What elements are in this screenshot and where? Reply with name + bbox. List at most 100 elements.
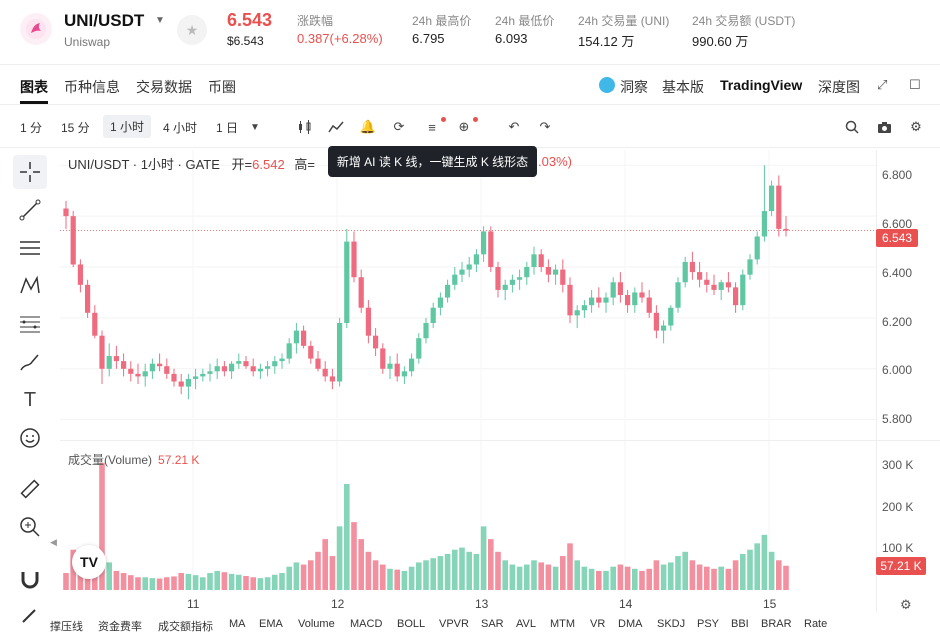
zoom-in-icon[interactable] [13, 510, 47, 544]
volume-bar [214, 570, 220, 590]
tradingview-logo[interactable]: TV [72, 545, 106, 579]
pencil-lock-icon[interactable] [13, 598, 47, 632]
indicator-turnover[interactable]: 成交额指标 [158, 621, 213, 633]
indicator-volume[interactable]: Volume [298, 618, 335, 630]
indicator-support[interactable]: 撑压线 [50, 621, 83, 633]
volume-bar [300, 564, 307, 590]
volume-bar [617, 564, 624, 590]
text-tool-icon[interactable]: T [23, 388, 37, 411]
indicator-vr[interactable]: VR [590, 618, 606, 630]
indicator-sar[interactable]: SAR [481, 618, 504, 630]
search-icon[interactable] [843, 118, 861, 136]
indicator-skdj[interactable]: SKDJ [657, 618, 686, 630]
trendline-icon[interactable] [13, 193, 47, 227]
tab-coin-info[interactable]: 币种信息 [64, 79, 120, 95]
indicator-psy[interactable]: PSY [697, 618, 720, 630]
pair-name[interactable]: UNI/USDT [64, 11, 145, 30]
ruler-icon[interactable] [13, 472, 47, 506]
volume-bar [430, 558, 436, 590]
candle-body [92, 312, 98, 336]
replay-icon[interactable]: ⟳ [393, 119, 405, 134]
tf-1d[interactable]: 1 日 [216, 121, 239, 135]
volume-bar [106, 562, 112, 590]
horizontal-lines-icon[interactable] [13, 231, 47, 265]
settings-gear-icon[interactable]: ⚙ [910, 119, 922, 134]
candlestick-chart[interactable] [60, 150, 876, 590]
volume-bar [401, 570, 408, 590]
indicator-ma[interactable]: MA [229, 618, 246, 630]
pattern-icon[interactable] [13, 269, 47, 303]
window-icon[interactable]: ☐ [909, 77, 921, 92]
candle-type-icon[interactable] [296, 118, 314, 136]
tf-15m[interactable]: 15 分 [61, 121, 90, 135]
camera-icon[interactable] [875, 118, 893, 136]
candle-body [603, 297, 609, 303]
tf-4h[interactable]: 4 小时 [163, 121, 198, 135]
candle-body [157, 363, 163, 367]
alert-icon[interactable]: 🔔 [359, 119, 377, 134]
candle-body [214, 366, 220, 372]
emoji-icon[interactable] [13, 421, 47, 455]
candle-body [646, 297, 652, 313]
candle-body [301, 330, 307, 346]
volume-bar [113, 570, 120, 590]
magnet-icon[interactable] [13, 562, 47, 596]
indicator-mtm[interactable]: MTM [550, 618, 576, 630]
volume-bar [452, 549, 458, 590]
volume-bar [495, 551, 501, 590]
candle-body [596, 297, 602, 303]
y-label-6200: 6.200 [882, 315, 913, 329]
pair-dropdown-icon[interactable]: ▼ [155, 15, 165, 26]
volume-legend-label: 成交量(Volume) [68, 453, 153, 467]
candle-body [567, 284, 573, 316]
candle-body [783, 228, 789, 231]
volume-bar [257, 578, 264, 590]
candle-body [272, 361, 278, 367]
timeframe-dropdown-icon[interactable]: ▼ [250, 121, 260, 133]
header-divider [0, 64, 940, 65]
candle-body [337, 322, 343, 382]
indicator-avl[interactable]: AVL [516, 618, 536, 630]
indicator-macd[interactable]: MACD [350, 618, 383, 630]
volume-bar [704, 566, 710, 590]
tab-trade-data[interactable]: 交易数据 [136, 79, 192, 95]
indicator-bbi[interactable]: BBI [731, 618, 749, 630]
indicators-icon[interactable] [327, 118, 345, 136]
volume-bar [646, 568, 652, 590]
volume-legend-value: 57.21 K [158, 453, 200, 467]
tab-community[interactable]: 币圈 [208, 79, 236, 95]
tab-tradingview[interactable]: TradingView [720, 77, 803, 93]
crosshair-icon[interactable] [13, 155, 47, 189]
indicator-funding[interactable]: 资金费率 [98, 621, 142, 633]
tf-1m[interactable]: 1 分 [20, 121, 43, 135]
candle-body [207, 371, 213, 374]
indicator-rate[interactable]: Rate [804, 618, 828, 630]
volume-bar [164, 577, 170, 590]
add-icon[interactable]: ⊕ [458, 119, 470, 134]
indicator-dma[interactable]: DMA [618, 618, 643, 630]
brush-icon[interactable] [13, 345, 47, 379]
last-price: 6.543 [227, 10, 273, 30]
redo-icon[interactable]: ↷ [539, 119, 551, 134]
tab-basic[interactable]: 基本版 [662, 79, 704, 95]
collapse-arrow-icon[interactable]: ◀ [50, 537, 57, 547]
tf-1h[interactable]: 1 小时 [103, 115, 152, 138]
fib-icon[interactable] [13, 307, 47, 341]
volume-bar [372, 560, 379, 590]
expand-icon[interactable]: ⤢ [877, 77, 888, 92]
indicator-ema[interactable]: EMA [259, 618, 283, 630]
indicator-brar[interactable]: BRAR [761, 618, 792, 630]
favorite-star-icon[interactable]: ★ [177, 15, 207, 45]
axis-settings-icon[interactable]: ⚙ [900, 597, 912, 612]
undo-icon[interactable]: ↶ [508, 119, 520, 134]
tab-insight[interactable]: 洞察 [620, 79, 648, 95]
y-label-6000: 6.000 [882, 363, 913, 377]
indicator-boll[interactable]: BOLL [397, 618, 426, 630]
candle-body [99, 335, 105, 369]
ai-kline-icon[interactable]: ≡ [428, 119, 436, 135]
tab-depth[interactable]: 深度图 [818, 79, 860, 95]
indicator-vpvr[interactable]: VPVR [439, 618, 469, 630]
volume-bar [329, 556, 336, 590]
y-label-5800: 5.800 [882, 412, 913, 426]
tab-chart[interactable]: 图表 [20, 79, 48, 95]
